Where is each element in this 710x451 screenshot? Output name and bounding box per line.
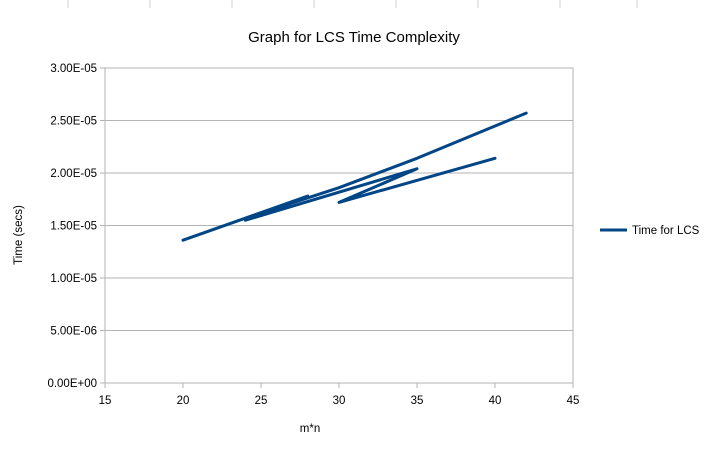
legend-label: Time for LCS	[632, 225, 700, 237]
y-tick-label: 1.50E-05	[50, 221, 97, 233]
y-tick-label: 0.00E+00	[47, 378, 97, 390]
x-tick-label: 35	[411, 395, 424, 407]
y-tick-label: 1.00E-05	[50, 273, 97, 285]
x-axis-ticks: 15 20 25 30 35 40 45	[99, 383, 580, 407]
x-tick-label: 45	[567, 395, 580, 407]
x-tick-label: 30	[333, 395, 346, 407]
series-layer	[181, 111, 528, 242]
series-line-1	[181, 111, 528, 242]
chart-title: Graph for LCS Time Complexity	[248, 29, 460, 46]
y-tick-label: 5.00E-06	[50, 326, 97, 338]
x-tick-label: 25	[255, 395, 268, 407]
y-tick-label: 3.00E-05	[50, 63, 97, 75]
series-line-2	[243, 156, 497, 222]
top-ruler	[67, 0, 638, 8]
x-tick-label: 20	[177, 395, 190, 407]
y-axis-label: Time (secs)	[13, 205, 25, 265]
y-axis-ticks: 0.00E+00 5.00E-06 1.00E-05 1.50E-05 2.00E-05…	[47, 63, 105, 390]
y-tick-label: 2.50E-05	[50, 116, 97, 128]
x-axis-label: m*n	[300, 423, 320, 435]
y-tick-label: 2.00E-05	[50, 168, 97, 180]
x-tick-label: 15	[99, 395, 112, 407]
x-tick-label: 40	[489, 395, 502, 407]
legend: Time for LCS	[600, 225, 700, 237]
